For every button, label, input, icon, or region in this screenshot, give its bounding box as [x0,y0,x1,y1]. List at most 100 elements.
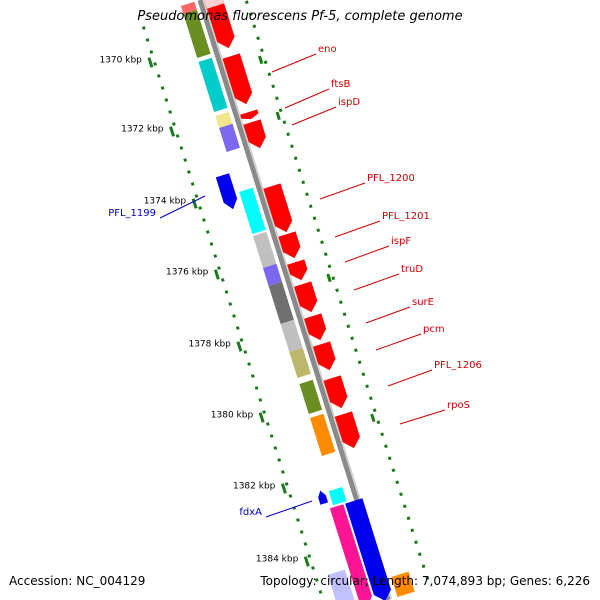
gene-feature [204,0,225,9]
inner-ruler-tick [175,134,180,138]
outer-ruler-tick [350,336,354,341]
inner-ruler-tick [262,410,266,414]
inner-ruler-tick [220,278,225,282]
gene-feature [268,281,294,324]
gene-label-sure[interactable]: surE [412,297,434,308]
gene-label-eno[interactable]: eno [318,44,337,55]
ruler-major-tick [169,126,175,137]
outer-ruler-tick [331,276,336,281]
ruler-major-tick [147,57,154,68]
ruler-label: 1370 kbp [99,56,142,66]
gene-label-leader [399,409,446,425]
inner-ruler-tick [179,146,184,150]
gene-feature [289,347,311,378]
outer-ruler-tick [406,516,411,521]
gene-label-fdxa[interactable]: fdxA [239,507,262,518]
gene-feature [253,231,277,268]
inner-ruler-tick [217,266,221,270]
ruler-label: 1378 kbp [188,340,231,350]
reverse-cds-arrow [215,173,238,210]
outer-ruler-tick [244,0,249,5]
outer-ruler-tick [275,96,279,101]
outer-ruler-tick [293,156,298,161]
outer-ruler-tick [312,216,317,221]
inner-ruler-tick [145,38,150,42]
inner-ruler-tick [164,98,169,102]
gene-label-leader [291,106,337,126]
gene-label-pfl-1200[interactable]: PFL_1200 [367,173,415,184]
outer-ruler-tick [320,240,324,245]
genome-backbone [197,0,391,600]
outer-ruler-tick [335,288,339,293]
outer-ruler-tick [395,480,400,485]
outer-ruler-tick [353,348,358,353]
ruler-label: 1382 kbp [233,482,276,492]
outer-ruler-tick [338,300,343,305]
inner-ruler-tick [156,74,161,78]
outer-ruler-tick [256,36,260,41]
outer-major-tick [326,273,332,283]
outer-ruler-tick [380,432,385,437]
outer-ruler-tick [342,312,347,317]
gene-feature [327,569,355,600]
gene-label-leader [344,245,390,263]
inner-ruler-tick [198,206,203,210]
outer-major-tick [370,413,376,423]
inner-ruler-tick [258,398,263,402]
inner-ruler-tick [149,50,154,54]
inner-ruler-tick [213,254,218,258]
inner-ruler-tick [296,518,300,522]
inner-ruler-tick [311,566,315,570]
gene-feature [263,263,282,286]
outer-ruler-tick [282,120,287,125]
cds-arrow [294,281,318,313]
reverse-cds-arrow [329,504,372,600]
cds-arrow [334,411,360,449]
gene-feature [239,187,266,234]
cds-arrow [204,0,235,49]
outer-ruler-tick [263,60,268,65]
gene-label-trud[interactable]: truD [401,264,423,275]
inner-ruler-tick [307,554,312,558]
inner-ruler-tick [269,434,274,438]
outer-ruler-tick [357,360,362,365]
inner-ruler-tick [250,374,255,378]
outer-ruler-tick [297,168,302,173]
cds-arrow [304,313,327,341]
gene-feature [328,487,347,506]
ruler-label: 1384 kbp [256,555,299,565]
outer-ruler-tick [402,504,407,509]
gene-label-pfl-1199[interactable]: PFL_1199 [108,208,156,219]
inner-ruler-tick [265,422,270,426]
gene-label-leader [365,306,411,324]
inner-ruler-tick [284,482,289,486]
gene-feature [219,123,240,152]
ruler-major-tick [213,269,220,280]
ruler-major-tick [258,412,265,423]
gene-label-leader [334,220,381,238]
outer-ruler-tick [391,468,396,473]
inner-ruler-tick [228,302,233,306]
ruler-label: 1374 kbp [144,197,187,207]
cds-arrow [240,109,259,120]
inner-ruler-tick [314,578,319,582]
ruler-major-tick [303,556,310,567]
reverse-cds-arrow [345,498,391,600]
cds-arrow [278,231,301,259]
gene-label-rpos[interactable]: rpoS [447,400,470,411]
inner-ruler-tick [281,470,285,474]
inner-ruler-tick [224,290,229,294]
gene-feature [391,571,415,597]
page-title: Pseudomonas fluorescens Pf-5, complete g… [137,9,463,24]
outer-ruler-tick [417,552,422,557]
gene-label-pcm[interactable]: pcm [423,324,445,335]
gene-label-ftsb[interactable]: ftsB [331,79,350,90]
gene-label-ispf[interactable]: ispF [391,236,411,247]
gene-label-pfl-1201[interactable]: PFL_1201 [382,211,430,222]
ruler-major-tick [191,198,198,209]
inner-ruler-tick [209,242,214,246]
gene-label-pfl-1206[interactable]: PFL_1206 [434,360,482,371]
gene-label-ispd[interactable]: ispD [338,97,360,108]
outer-ruler-tick [305,192,309,197]
outer-ruler-tick [252,24,257,29]
